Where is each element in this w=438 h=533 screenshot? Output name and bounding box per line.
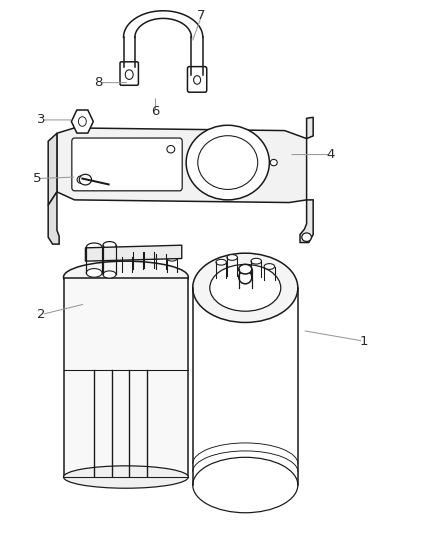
Text: 3: 3 <box>37 114 46 126</box>
Ellipse shape <box>194 76 201 84</box>
Ellipse shape <box>125 70 133 79</box>
Ellipse shape <box>103 271 116 278</box>
Polygon shape <box>48 192 59 244</box>
Ellipse shape <box>198 136 258 189</box>
Ellipse shape <box>144 249 154 254</box>
Ellipse shape <box>78 117 86 126</box>
Ellipse shape <box>103 241 116 249</box>
Ellipse shape <box>270 159 277 166</box>
Ellipse shape <box>264 264 275 269</box>
Ellipse shape <box>239 270 252 284</box>
Polygon shape <box>307 117 313 139</box>
Ellipse shape <box>167 256 177 261</box>
Polygon shape <box>300 200 313 243</box>
Polygon shape <box>48 133 57 205</box>
Ellipse shape <box>216 260 226 265</box>
Ellipse shape <box>239 264 252 274</box>
Ellipse shape <box>302 233 311 241</box>
Ellipse shape <box>122 254 132 260</box>
Ellipse shape <box>186 125 269 200</box>
Ellipse shape <box>167 146 175 153</box>
Text: 2: 2 <box>37 308 46 321</box>
Polygon shape <box>57 128 307 203</box>
Ellipse shape <box>193 253 298 322</box>
Ellipse shape <box>156 252 166 257</box>
Text: 4: 4 <box>326 148 335 161</box>
Polygon shape <box>85 245 182 261</box>
Text: 6: 6 <box>151 106 160 118</box>
Text: 8: 8 <box>94 76 103 89</box>
Ellipse shape <box>86 269 102 277</box>
Ellipse shape <box>86 243 102 252</box>
Ellipse shape <box>64 466 188 488</box>
Text: 1: 1 <box>359 335 368 348</box>
Ellipse shape <box>210 264 281 311</box>
Polygon shape <box>64 278 188 477</box>
Ellipse shape <box>77 176 85 183</box>
FancyBboxPatch shape <box>72 138 182 191</box>
FancyBboxPatch shape <box>120 62 138 85</box>
Text: 5: 5 <box>33 172 42 185</box>
Ellipse shape <box>227 255 237 260</box>
Ellipse shape <box>193 457 298 513</box>
Text: 7: 7 <box>197 10 206 22</box>
Ellipse shape <box>64 261 188 293</box>
Ellipse shape <box>79 174 92 185</box>
Ellipse shape <box>133 249 143 255</box>
Ellipse shape <box>251 259 261 264</box>
FancyBboxPatch shape <box>187 67 207 92</box>
